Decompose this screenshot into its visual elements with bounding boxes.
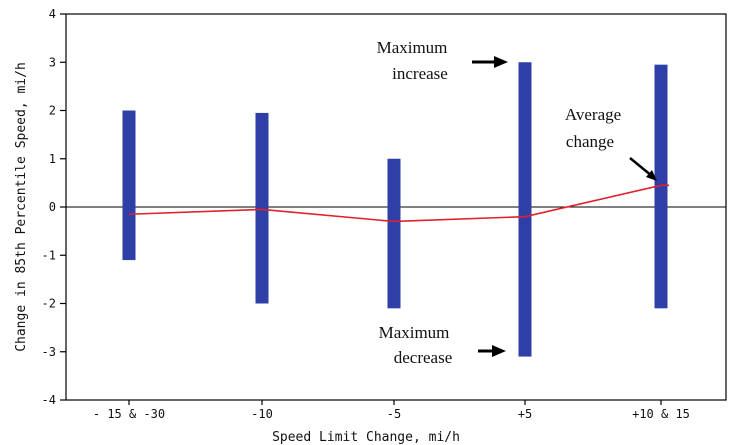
- arrow-max-decrease-head: [492, 345, 506, 357]
- annotation-average-change: Average change: [565, 105, 657, 181]
- annotation-max-decrease-line1: Maximum: [379, 323, 450, 342]
- range-bar: [518, 62, 532, 357]
- y-axis: 4 3 2 1 0 -1 -2 -3 -4: [42, 7, 66, 407]
- arrow-average-change-head: [646, 170, 657, 181]
- x-axis-label: Speed Limit Change, mi/h: [272, 430, 460, 445]
- bars: [122, 62, 668, 357]
- annotation-max-increase: Maximum increase: [377, 38, 508, 83]
- range-bar: [122, 110, 136, 261]
- y-tick-label: -2: [42, 297, 56, 311]
- x-tick-label: - 15 & -30: [93, 407, 165, 421]
- y-tick-label: 1: [49, 152, 56, 166]
- annotation-max-increase-line1: Maximum: [377, 38, 448, 57]
- y-tick-label: 0: [49, 200, 56, 214]
- y-tick-label: 3: [49, 55, 56, 69]
- annotation-average-change-line2: change: [566, 132, 614, 151]
- annotation-average-change-line1: Average: [565, 105, 621, 124]
- y-tick-label: 4: [49, 7, 56, 21]
- x-tick-label: +5: [518, 407, 532, 421]
- y-tick-label: -1: [42, 248, 56, 262]
- annotation-max-increase-line2: increase: [392, 64, 448, 83]
- x-tick-label: -5: [387, 407, 401, 421]
- x-axis: - 15 & -30 -10 -5 +5 +10 & 15: [93, 400, 690, 421]
- y-tick-label: -4: [42, 393, 56, 407]
- arrow-average-change: [629, 157, 653, 177]
- range-bar: [255, 112, 269, 304]
- arrow-max-increase-head: [494, 56, 508, 68]
- range-bar: [387, 158, 401, 309]
- range-bar: [654, 64, 668, 309]
- annotation-max-decrease: Maximum decrease: [379, 323, 506, 367]
- average-change-line: [128, 184, 669, 223]
- y-tick-label: -3: [42, 345, 56, 359]
- x-tick-label: +10 & 15: [632, 407, 690, 421]
- y-axis-label: Change in 85th Percentile Speed, mi/h: [14, 62, 29, 352]
- y-tick-label: 2: [49, 104, 56, 118]
- average-line-group: [128, 184, 669, 223]
- x-tick-label: -10: [251, 407, 273, 421]
- annotation-max-decrease-line2: decrease: [394, 348, 453, 367]
